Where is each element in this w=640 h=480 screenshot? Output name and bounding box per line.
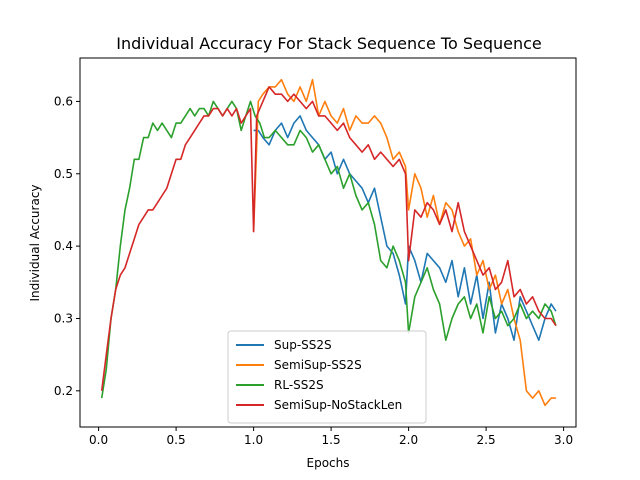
x-tick-label: 0.0	[89, 433, 108, 447]
series-line-rl-ss2s	[100, 100, 557, 399]
legend-box	[227, 330, 427, 424]
legend-label-rl-ss2s: RL-SS2S	[274, 378, 324, 392]
chart-title: Individual Accuracy For Stack Sequence T…	[116, 34, 541, 53]
y-tick-label: 0.5	[54, 167, 73, 181]
x-tick-label: 2.5	[477, 433, 496, 447]
x-tick-label: 1.5	[322, 433, 341, 447]
y-tick-label: 0.6	[54, 94, 73, 108]
series-layer	[100, 78, 557, 407]
series-line-semisup-ss2s	[252, 78, 556, 407]
x-tick-label: 0.5	[167, 433, 186, 447]
plot-border	[79, 57, 577, 428]
y-tick-label: 0.3	[54, 311, 73, 325]
series-line-semisup-nostacklen	[100, 86, 557, 391]
x-axis-label: Epochs	[307, 456, 350, 470]
legend-label-sup-ss2s: Sup-SS2S	[274, 338, 332, 352]
legend-label-semisup-nostacklen: SemiSup-NoStackLen	[274, 398, 402, 412]
legend-label-semisup-ss2s: SemiSup-SS2S	[274, 358, 362, 372]
x-tick-label: 3.0	[554, 433, 573, 447]
x-axis-ticks: 0.0 0.5 1.0 1.5 2.0 2.5 3.0	[89, 427, 573, 447]
y-axis-label: Individual Accuracy	[28, 184, 42, 301]
x-tick-label: 2.0	[399, 433, 418, 447]
y-tick-label: 0.4	[54, 239, 73, 253]
legend: Sup-SS2S SemiSup-SS2S RL-SS2S SemiSup-NoSta…	[227, 330, 427, 424]
y-tick-label: 0.2	[54, 384, 73, 398]
series-line-sup-ss2s	[253, 115, 557, 342]
y-axis-ticks: 0.2 0.3 0.4 0.5 0.6	[54, 94, 80, 398]
x-tick-label: 1.0	[244, 433, 263, 447]
